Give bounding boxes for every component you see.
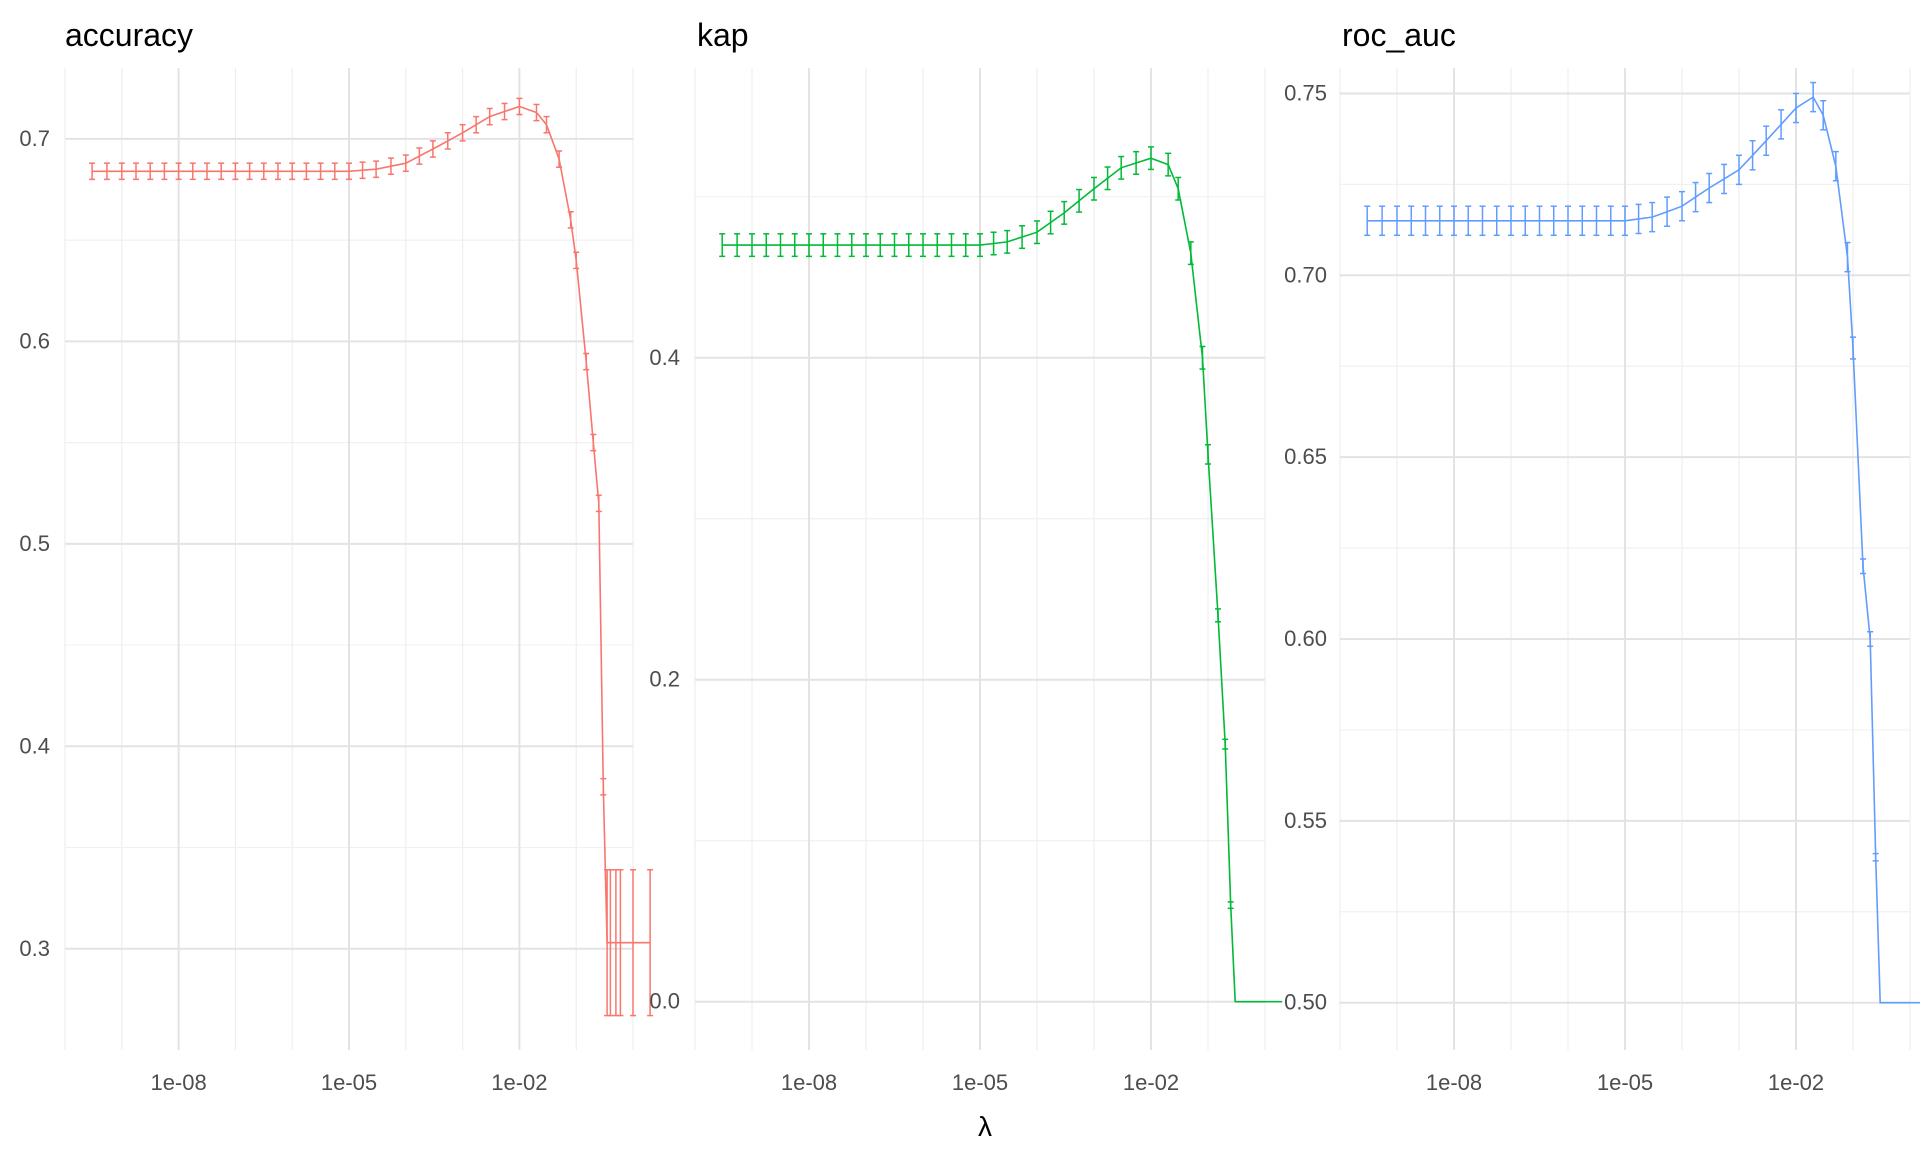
x-tick-label: 1e-02 xyxy=(1768,1070,1824,1095)
panel-kap: 0.0 0.2 0.4 1e-08 1e-05 1e-02 kap xyxy=(649,17,1283,1095)
y-tick-label: 0.5 xyxy=(19,531,50,556)
y-tick-label: 0.4 xyxy=(19,733,50,758)
x-tick-label: 1e-02 xyxy=(1123,1070,1179,1095)
y-tick-label: 0.55 xyxy=(1284,808,1327,833)
series-line xyxy=(722,157,1283,1003)
panel-title: kap xyxy=(697,17,749,53)
x-tick-label: 1e-02 xyxy=(491,1070,547,1095)
panel-title: roc_auc xyxy=(1342,17,1456,53)
y-tick-label: 0.60 xyxy=(1284,626,1327,651)
x-tick-label: 1e-08 xyxy=(1426,1070,1482,1095)
y-tick-label: 0.50 xyxy=(1284,990,1327,1015)
series-line xyxy=(92,105,651,944)
y-tick-label: 0.6 xyxy=(19,328,50,353)
y-tick-label: 0.0 xyxy=(649,989,680,1014)
y-tick-label: 0.7 xyxy=(19,126,50,151)
y-tick-label: 0.65 xyxy=(1284,444,1327,469)
x-axis-label: λ xyxy=(978,1111,992,1142)
panel-title: accuracy xyxy=(65,17,193,53)
x-tick-label: 1e-05 xyxy=(321,1070,377,1095)
y-tick-label: 0.3 xyxy=(19,936,50,961)
y-tick-label: 0.70 xyxy=(1284,262,1327,287)
y-tick-label: 0.4 xyxy=(649,345,680,370)
panel-accuracy: 0.3 0.4 0.5 0.6 0.7 1e-08 1e-05 1e-02 accuracy xyxy=(19,17,654,1095)
y-tick-label: 0.75 xyxy=(1284,80,1327,105)
x-tick-label: 1e-05 xyxy=(952,1070,1008,1095)
x-tick-label: 1e-08 xyxy=(781,1070,837,1095)
x-tick-label: 1e-08 xyxy=(150,1070,206,1095)
x-tick-label: 1e-05 xyxy=(1597,1070,1653,1095)
panel-roc_auc: 0.50 0.55 0.60 0.65 0.70 0.75 1e-08 1e-05 1e-02 r… xyxy=(1284,17,1920,1095)
series-line xyxy=(1367,95,1920,1004)
y-tick-label: 0.2 xyxy=(649,667,680,692)
